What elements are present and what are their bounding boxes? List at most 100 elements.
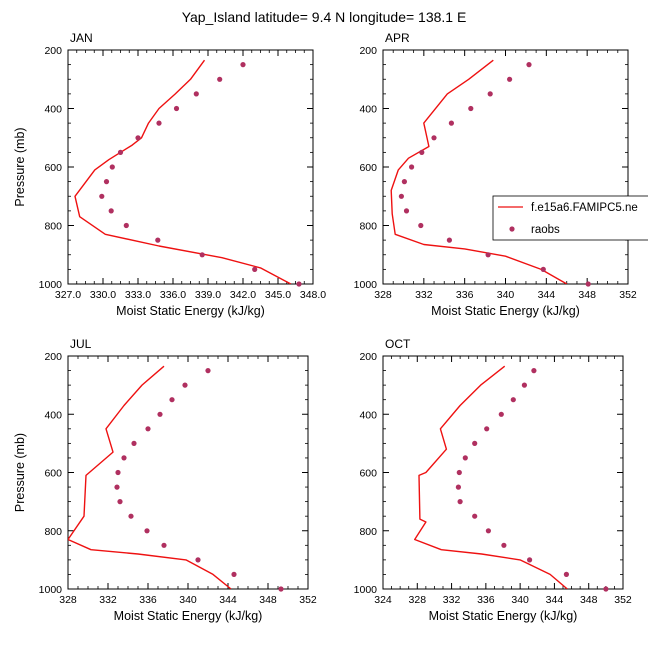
x-tick-label: 333.0 xyxy=(125,289,151,301)
x-tick-label: 328 xyxy=(59,594,77,606)
panel-title: OCT xyxy=(385,337,411,351)
x-tick-label: 342.0 xyxy=(230,289,256,301)
panels: JAN 327.0 330.0 333.0 336.0 339.0 342.0 345.0 34… xyxy=(13,31,637,623)
raobs-point xyxy=(526,62,532,68)
raobs-point xyxy=(472,513,478,519)
panel-oct: OCT 324 328 332 336 340 344 348 352 200 400 600 800 1… xyxy=(354,337,632,623)
raobs-point xyxy=(157,411,163,417)
raobs-point xyxy=(455,484,461,490)
y-tick-label: 800 xyxy=(44,221,62,233)
raobs-point xyxy=(401,179,407,185)
y-tick-label: 800 xyxy=(359,526,377,538)
x-tick-label: 352 xyxy=(619,289,637,301)
plot-frame xyxy=(67,49,314,285)
raobs-point xyxy=(195,557,201,563)
raobs-point xyxy=(603,586,609,592)
raobs-point xyxy=(109,164,115,170)
raobs-point xyxy=(193,91,199,97)
panel-title: JAN xyxy=(70,31,93,45)
raobs-point xyxy=(468,105,474,112)
raobs-point xyxy=(531,368,537,374)
raobs-point xyxy=(398,193,404,199)
raobs-point xyxy=(144,528,150,534)
raobs-point xyxy=(278,586,284,592)
y-tick-label: 200 xyxy=(44,45,62,57)
raobs-point xyxy=(485,528,491,534)
raobs-point xyxy=(563,571,570,578)
x-tick-label: 336 xyxy=(477,594,495,606)
raobs-point xyxy=(485,252,491,258)
x-tick-label: 348 xyxy=(578,289,596,301)
raobs-point xyxy=(540,266,546,272)
x-tick-label: 340 xyxy=(497,289,515,301)
raobs-point xyxy=(135,135,141,141)
legend-raobs-dot xyxy=(509,226,515,232)
y-tick-label: 400 xyxy=(359,409,377,421)
y-tick-label: 1000 xyxy=(354,279,378,291)
raobs-point xyxy=(585,281,591,287)
raobs-point xyxy=(205,368,211,374)
x-tick-label: 324 xyxy=(374,594,392,606)
panel-title: APR xyxy=(385,31,410,45)
plot-frame xyxy=(382,49,629,285)
x-tick-label: 339.0 xyxy=(195,289,221,301)
raobs-point xyxy=(457,499,463,505)
x-axis-label: Moist Static Energy (kJ/kg) xyxy=(114,609,263,623)
panel-apr: APR 328 332 336 340 344 348 352 200 400 600 800 1000… xyxy=(354,31,637,318)
raobs-point xyxy=(231,571,237,578)
plot-frame xyxy=(382,355,624,590)
x-tick-label: 344 xyxy=(538,289,556,301)
raobs-point xyxy=(117,149,124,155)
raobs-point xyxy=(498,411,504,417)
legend-raobs-label: raobs xyxy=(531,224,560,236)
y-tick-label: 600 xyxy=(359,468,377,480)
raobs-point xyxy=(155,237,161,243)
raobs-point xyxy=(472,440,478,446)
x-tick-label: 348.0 xyxy=(300,289,326,301)
x-tick-label: 336 xyxy=(139,594,157,606)
raobs-point xyxy=(99,193,105,199)
y-axis-label: Pressure (mb) xyxy=(13,433,27,512)
raobs-point xyxy=(173,105,180,112)
x-axis-label: Moist Static Energy (kJ/kg) xyxy=(116,304,265,318)
raobs-point xyxy=(156,120,162,126)
raobs-point xyxy=(462,455,468,461)
raobs-point xyxy=(103,179,110,185)
raobs-point xyxy=(521,382,528,388)
y-tick-label: 200 xyxy=(359,351,377,363)
x-tick-label: 332 xyxy=(443,594,461,606)
panel-jan: JAN 327.0 330.0 333.0 336.0 339.0 342.0 345.0 34… xyxy=(13,31,326,318)
x-tick-label: 340 xyxy=(179,594,197,606)
y-tick-label: 200 xyxy=(359,45,377,57)
raobs-point xyxy=(121,455,127,461)
raobs-point xyxy=(501,542,507,548)
raobs-point xyxy=(217,76,223,82)
x-tick-label: 340 xyxy=(511,594,529,606)
raobs-point xyxy=(510,397,516,403)
raobs-point xyxy=(114,484,120,490)
x-tick-label: 327.0 xyxy=(55,289,81,301)
raobs-point xyxy=(507,76,513,82)
x-tick-label: 328 xyxy=(409,594,427,606)
x-tick-label: 336 xyxy=(456,289,474,301)
x-axis-label: Moist Static Energy (kJ/kg) xyxy=(431,304,580,318)
raobs-point xyxy=(131,440,137,446)
raobs-point xyxy=(446,237,452,243)
x-tick-label: 344 xyxy=(219,594,237,606)
raobs-point xyxy=(115,469,121,476)
x-tick-label: 352 xyxy=(614,594,632,606)
raobs-point xyxy=(123,222,129,229)
x-tick-label: 336.0 xyxy=(160,289,186,301)
raobs-point xyxy=(128,513,134,519)
raobs-point xyxy=(419,149,425,155)
raobs-point xyxy=(240,62,246,68)
y-tick-label: 1000 xyxy=(39,279,63,291)
x-tick-label: 345.0 xyxy=(265,289,291,301)
y-tick-label: 400 xyxy=(44,409,62,421)
raobs-point xyxy=(456,469,462,476)
legend: f.e15a6.FAMIPC5.ne raobs xyxy=(492,195,648,241)
legend-model-label: f.e15a6.FAMIPC5.ne xyxy=(531,202,638,214)
y-axis-label: Pressure (mb) xyxy=(13,127,27,206)
raobs-point xyxy=(403,208,410,214)
